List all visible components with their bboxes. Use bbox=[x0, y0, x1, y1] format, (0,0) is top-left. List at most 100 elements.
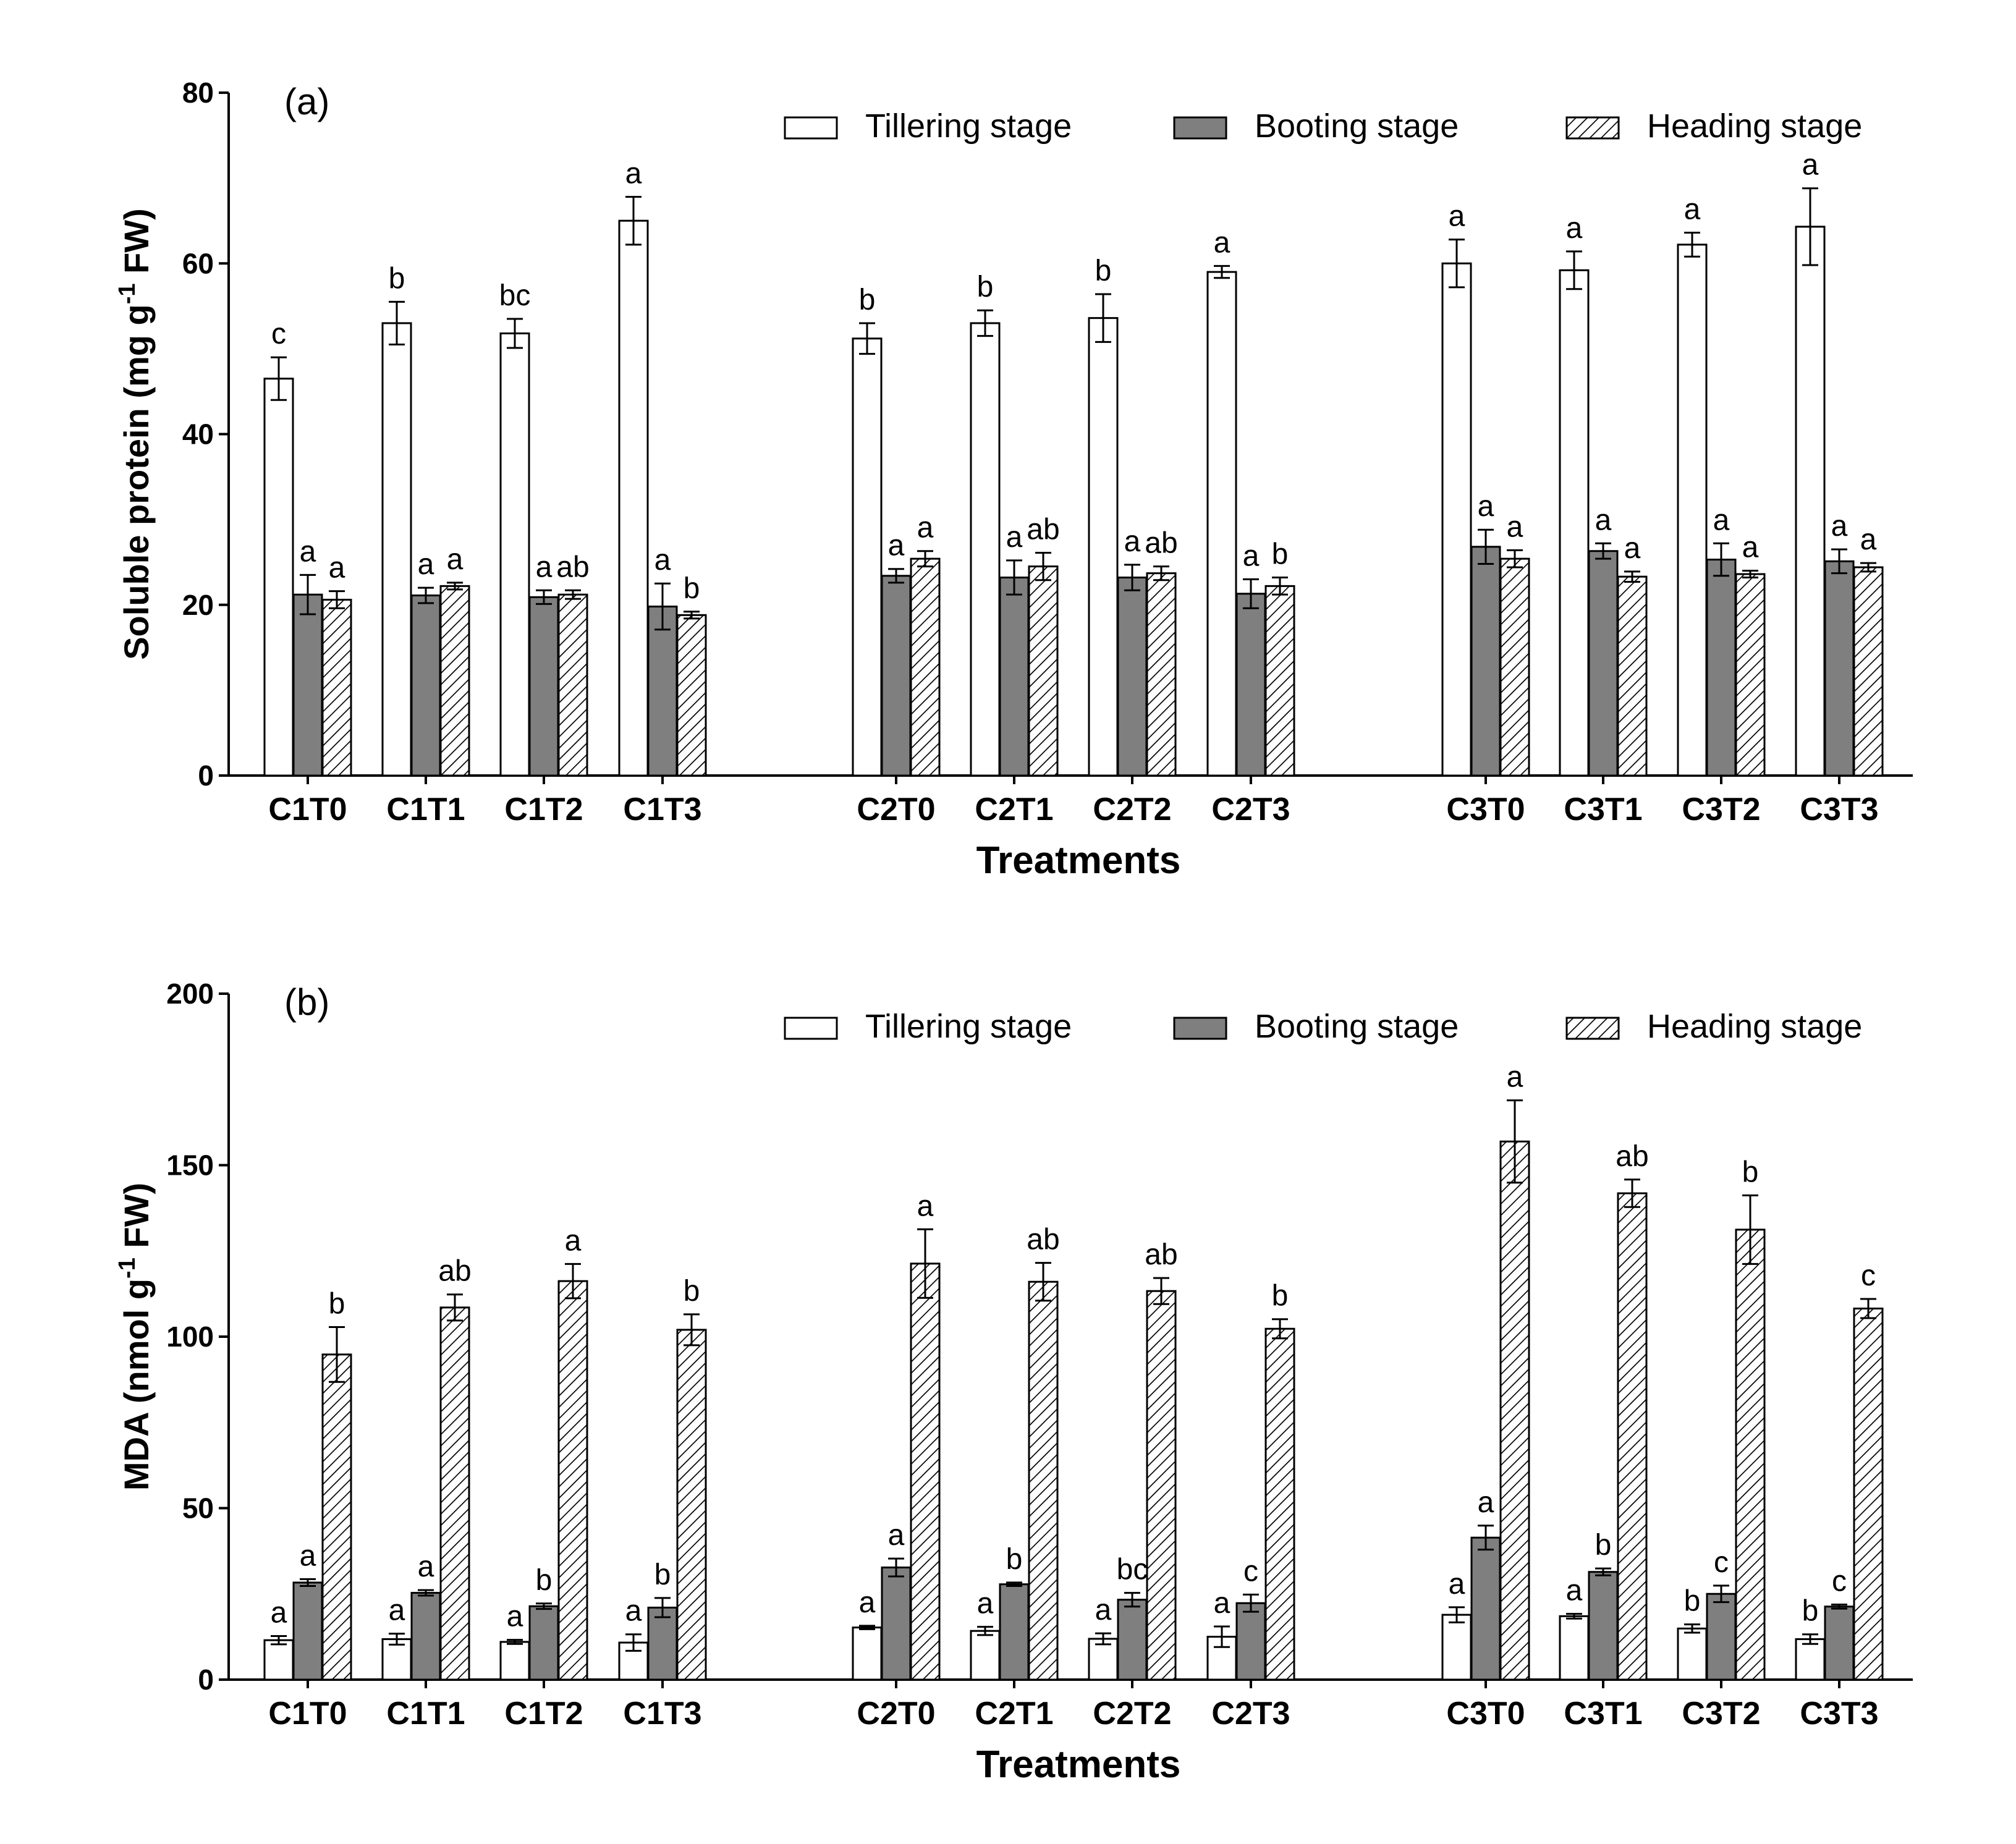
x-category-label: C1T0 bbox=[268, 1696, 347, 1732]
x-category-label: C3T2 bbox=[1682, 792, 1760, 827]
significance-label-tillering: a bbox=[507, 1601, 523, 1633]
significance-label-booting: a bbox=[1713, 504, 1730, 536]
significance-label-tillering: a bbox=[1449, 1568, 1465, 1601]
significance-label-booting: c bbox=[1714, 1546, 1729, 1579]
significance-label-heading: ab bbox=[1145, 1238, 1177, 1271]
y-axis-title-main: MDA (nmol g bbox=[117, 1279, 156, 1491]
bar-heading bbox=[676, 1329, 707, 1681]
x-category-label: C3T1 bbox=[1564, 792, 1642, 827]
bar-heading bbox=[321, 1353, 352, 1681]
bar-heading bbox=[676, 614, 707, 777]
significance-label-booting: a bbox=[300, 535, 316, 568]
legend-swatch-tillering bbox=[784, 1017, 838, 1040]
significance-label-heading: b bbox=[1272, 1280, 1289, 1313]
significance-label-tillering: c bbox=[271, 318, 286, 350]
x-category-label: C2T2 bbox=[1093, 792, 1171, 827]
significance-label-booting: b bbox=[1006, 1543, 1023, 1576]
bar-tillering bbox=[1559, 269, 1590, 777]
bar-heading bbox=[439, 1306, 470, 1681]
significance-label-heading: b bbox=[329, 1287, 345, 1320]
bar-booting bbox=[1470, 1536, 1501, 1681]
y-tick-label: 60 bbox=[182, 247, 214, 279]
bar-heading bbox=[557, 1280, 588, 1681]
significance-label-booting: a bbox=[1478, 490, 1494, 523]
x-category-label: C2T1 bbox=[975, 792, 1053, 827]
significance-label-tillering: a bbox=[625, 1595, 642, 1628]
x-axis-title: Treatments bbox=[976, 839, 1181, 882]
bar-booting bbox=[1588, 1571, 1619, 1681]
bar-booting bbox=[999, 1583, 1030, 1681]
significance-label-tillering: a bbox=[859, 1586, 876, 1619]
significance-label-heading: b bbox=[1272, 538, 1289, 571]
bar-heading bbox=[1853, 1307, 1884, 1681]
bar-tillering bbox=[1441, 262, 1472, 777]
bar-tillering bbox=[970, 322, 1001, 777]
significance-label-tillering: a bbox=[389, 1594, 405, 1627]
bar-heading bbox=[321, 598, 352, 777]
x-category-label: C1T1 bbox=[386, 792, 465, 827]
bar-tillering bbox=[852, 337, 883, 777]
bar-tillering bbox=[263, 1639, 294, 1681]
y-tick-label: 200 bbox=[166, 978, 214, 1010]
bar-booting bbox=[292, 593, 323, 777]
bar-booting bbox=[1117, 1599, 1148, 1681]
significance-label-heading: a bbox=[917, 512, 934, 544]
significance-label-booting: a bbox=[1124, 525, 1141, 558]
significance-label-booting: a bbox=[1006, 521, 1023, 554]
y-tick-label: 150 bbox=[166, 1149, 214, 1182]
x-category-label: C3T3 bbox=[1800, 1696, 1878, 1732]
bar-tillering bbox=[1559, 1615, 1590, 1681]
y-tick-label: 50 bbox=[182, 1492, 214, 1525]
significance-label-booting: a bbox=[536, 551, 553, 583]
significance-label-heading: a bbox=[1507, 1061, 1523, 1094]
y-tick-label: 20 bbox=[182, 589, 214, 621]
bar-tillering bbox=[1088, 317, 1119, 777]
x-category-label: C2T3 bbox=[1211, 792, 1290, 827]
bar-heading bbox=[1735, 573, 1766, 777]
bar-booting bbox=[999, 577, 1030, 777]
bar-heading bbox=[1028, 565, 1059, 777]
significance-label-tillering: a bbox=[1214, 1587, 1230, 1620]
bar-tillering bbox=[1677, 243, 1708, 777]
y-tick-label: 0 bbox=[198, 1664, 214, 1696]
bar-heading bbox=[1028, 1280, 1059, 1681]
significance-label-heading: ab bbox=[1027, 1224, 1059, 1256]
bar-heading bbox=[1146, 1290, 1177, 1681]
significance-label-booting: c bbox=[1243, 1555, 1258, 1588]
legend-swatch-tillering bbox=[784, 116, 838, 140]
bar-tillering bbox=[381, 322, 412, 777]
bar-booting bbox=[410, 594, 441, 777]
bar-booting bbox=[1470, 546, 1501, 777]
bar-tillering bbox=[263, 378, 294, 777]
x-category-label: C1T2 bbox=[504, 1696, 583, 1732]
bar-heading bbox=[1264, 585, 1295, 777]
significance-label-booting: a bbox=[300, 1539, 316, 1572]
bar-booting bbox=[410, 1592, 441, 1681]
significance-label-tillering: a bbox=[1566, 212, 1583, 245]
panel-label: (b) bbox=[284, 981, 329, 1023]
bar-booting bbox=[1706, 1592, 1737, 1681]
legend-label-tillering: Tillering stage bbox=[865, 1008, 1072, 1045]
x-category-label: C2T0 bbox=[857, 792, 935, 827]
significance-label-tillering: a bbox=[1802, 149, 1819, 182]
significance-label-heading: a bbox=[1624, 532, 1641, 565]
legend-label-tillering: Tillering stage bbox=[865, 108, 1072, 145]
significance-label-tillering: a bbox=[271, 1597, 287, 1630]
bar-booting bbox=[1117, 577, 1148, 777]
y-tick-label: 80 bbox=[182, 77, 214, 109]
significance-label-booting: a bbox=[888, 1519, 905, 1552]
bar-tillering bbox=[499, 332, 530, 777]
bar-booting bbox=[1706, 559, 1737, 777]
y-axis-title-superscript: -1 bbox=[114, 283, 140, 304]
significance-label-tillering: b bbox=[1684, 1585, 1701, 1618]
x-category-label: C3T0 bbox=[1446, 1696, 1525, 1732]
significance-label-booting: bc bbox=[1117, 1554, 1148, 1586]
significance-label-booting: a bbox=[1478, 1486, 1494, 1519]
bar-heading bbox=[1853, 566, 1884, 777]
y-tick-label: 40 bbox=[182, 418, 214, 450]
significance-label-heading: b bbox=[684, 572, 700, 605]
bar-heading bbox=[439, 585, 470, 777]
significance-label-tillering: b bbox=[859, 284, 876, 316]
legend-swatch-booting bbox=[1173, 1017, 1227, 1040]
significance-label-heading: b bbox=[1742, 1156, 1759, 1188]
